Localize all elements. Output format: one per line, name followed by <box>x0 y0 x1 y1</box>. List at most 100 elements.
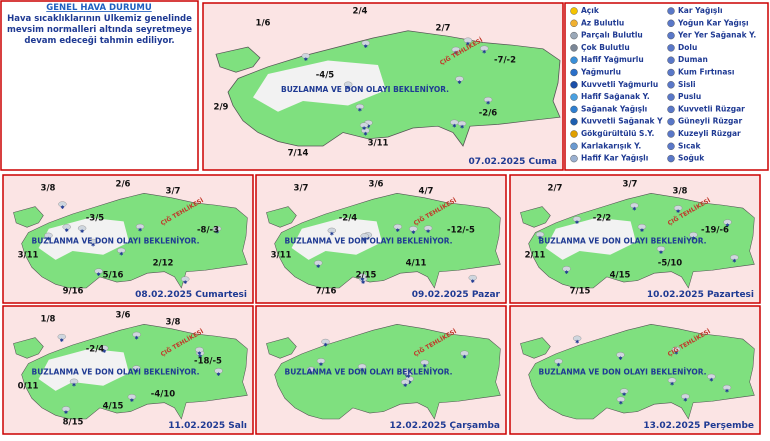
legend-label: Kuvvetli Sağanak Y <box>581 117 663 126</box>
date: 08.02.2025 Cumartesi <box>135 290 247 300</box>
legend-icon <box>667 93 675 101</box>
temperature: 7/15 <box>570 287 591 297</box>
temperature: 4/11 <box>406 259 427 269</box>
weather-icon <box>195 346 204 353</box>
snow-glyph: ✱ <box>64 410 69 416</box>
temperature: 7/16 <box>316 287 337 297</box>
weather-icon <box>423 225 433 232</box>
map: ✱✱✱✱✱✱✱✱✱✱BUZLANMA VE DON OLAYI BEKLENİY… <box>266 323 501 431</box>
legend-label: Kuvvetli Yağmurlu <box>581 80 658 89</box>
snow-glyph: ✱ <box>426 229 431 235</box>
snow-glyph: ✱ <box>102 349 107 355</box>
temperature: -4/5 <box>316 71 335 81</box>
snow-glyph: ✱ <box>316 264 321 270</box>
snow-glyph: ✱ <box>732 258 737 264</box>
weather-icon <box>463 37 473 44</box>
weather-icon <box>689 232 698 238</box>
legend-label: Kuzeyli Rüzgar <box>678 129 741 138</box>
summary-text-box: Hava sıcaklıklarının Ülkemiz genelinde m… <box>6 14 193 46</box>
temperature: 2/12 <box>153 259 174 269</box>
snow-glyph: ✱ <box>683 397 688 403</box>
weather-icon <box>572 216 582 222</box>
temperature: -19/-6 <box>701 226 729 236</box>
temperature: 3/6 <box>369 180 384 190</box>
legend-icon <box>570 105 578 114</box>
map: ✱✱✱✱✱✱✱✱✱✱BUZLANMA VE DON OLAYI BEKLENİY… <box>13 180 248 300</box>
snow-glyph: ✱ <box>462 354 467 360</box>
weather-icon <box>468 274 477 281</box>
snow-glyph: ✱ <box>674 350 679 356</box>
snow-glyph: ✱ <box>360 277 365 283</box>
snow-glyph: ✱ <box>411 230 416 236</box>
legend-icon <box>667 56 675 64</box>
legend-icon <box>667 31 675 40</box>
weather-icon <box>656 246 666 252</box>
legend-icon <box>667 130 675 138</box>
weather-icon <box>401 379 410 385</box>
legend-label: Duman <box>678 55 708 64</box>
weather-icon <box>117 247 126 254</box>
map: ✱✱✱✱✱✱✱✱✱✱BUZLANMA VE DON OLAYI BEKLENİY… <box>520 323 755 431</box>
legend-icon <box>570 19 578 27</box>
weather-icon <box>361 40 370 46</box>
snow-glyph: ✱ <box>319 362 324 368</box>
temperature: -3/5 <box>86 214 105 224</box>
snow-glyph: ✱ <box>538 235 543 241</box>
warning-text: BUZLANMA VE DON OLAYI BEKLENİYOR. <box>284 237 452 246</box>
weather-icon <box>316 358 326 364</box>
warning-text: BUZLANMA VE DON OLAYI BEKLENİYOR. <box>284 368 452 377</box>
summary-text: Hava sıcaklıklarının Ülkemiz genelinde m… <box>6 14 193 46</box>
weather-icon <box>681 393 690 400</box>
warning-text: BUZLANMA VE DON OLAYI BEKLENİYOR. <box>31 368 199 377</box>
snow-glyph: ✱ <box>619 400 624 406</box>
temperature: 3/11 <box>368 139 389 149</box>
snow-glyph: ✱ <box>366 124 371 130</box>
legend-label: Soğuk <box>678 154 705 163</box>
temperature: 2/15 <box>356 271 377 281</box>
snow-glyph: ✱ <box>670 381 675 387</box>
warning-text: BUZLANMA VE DON OLAYI BEKLENİYOR. <box>31 237 199 246</box>
legend-icon <box>570 68 578 77</box>
temperature: 2/6 <box>116 180 131 190</box>
weather-icon <box>409 226 418 232</box>
temperature: -2/6 <box>479 109 498 119</box>
snow-glyph: ✱ <box>135 336 140 342</box>
weather-icon <box>132 331 141 338</box>
snow-glyph: ✱ <box>363 132 368 138</box>
temperature: 3/7 <box>166 187 181 197</box>
date: 07.02.2025 Cuma <box>468 157 557 167</box>
weather-icon <box>483 96 493 103</box>
temperature: 3/8 <box>166 318 181 328</box>
weather-icon <box>58 201 67 207</box>
temperature: 4/15 <box>103 402 124 412</box>
weather-icon <box>181 276 190 282</box>
legend-label: Açık <box>581 6 600 15</box>
snow-glyph: ✱ <box>46 236 51 242</box>
warning-text: BUZLANMA VE DON OLAYI BEKLENİYOR. <box>538 237 706 246</box>
weather-icon <box>321 338 330 345</box>
temperature: 1/8 <box>41 315 56 325</box>
weather-icon <box>562 266 571 272</box>
temperature: 4/15 <box>610 271 631 281</box>
legend-label: Parçalı Bulutlu <box>581 31 643 40</box>
temperature: 4/7 <box>419 187 434 197</box>
legend-label: Yoğun Kar Yağışı <box>677 18 749 27</box>
legend-icon <box>570 7 578 15</box>
snow-glyph: ✱ <box>575 339 580 345</box>
temperature: -2/2 <box>593 214 612 224</box>
legend-box <box>564 2 769 171</box>
snow-glyph: ✱ <box>366 236 371 242</box>
snow-glyph: ✱ <box>691 236 696 242</box>
temperature: 2/9 <box>214 103 229 113</box>
snow-glyph: ✱ <box>80 229 85 235</box>
weather-icon <box>630 202 639 209</box>
snow-glyph: ✱ <box>471 279 476 285</box>
snow-glyph: ✱ <box>362 126 367 132</box>
snow-glyph: ✱ <box>119 252 124 258</box>
legend-icon <box>667 154 675 163</box>
weather-icon <box>343 81 353 88</box>
weather-icon <box>616 396 626 403</box>
weather-icon <box>314 260 323 266</box>
legend-icon <box>570 93 578 101</box>
